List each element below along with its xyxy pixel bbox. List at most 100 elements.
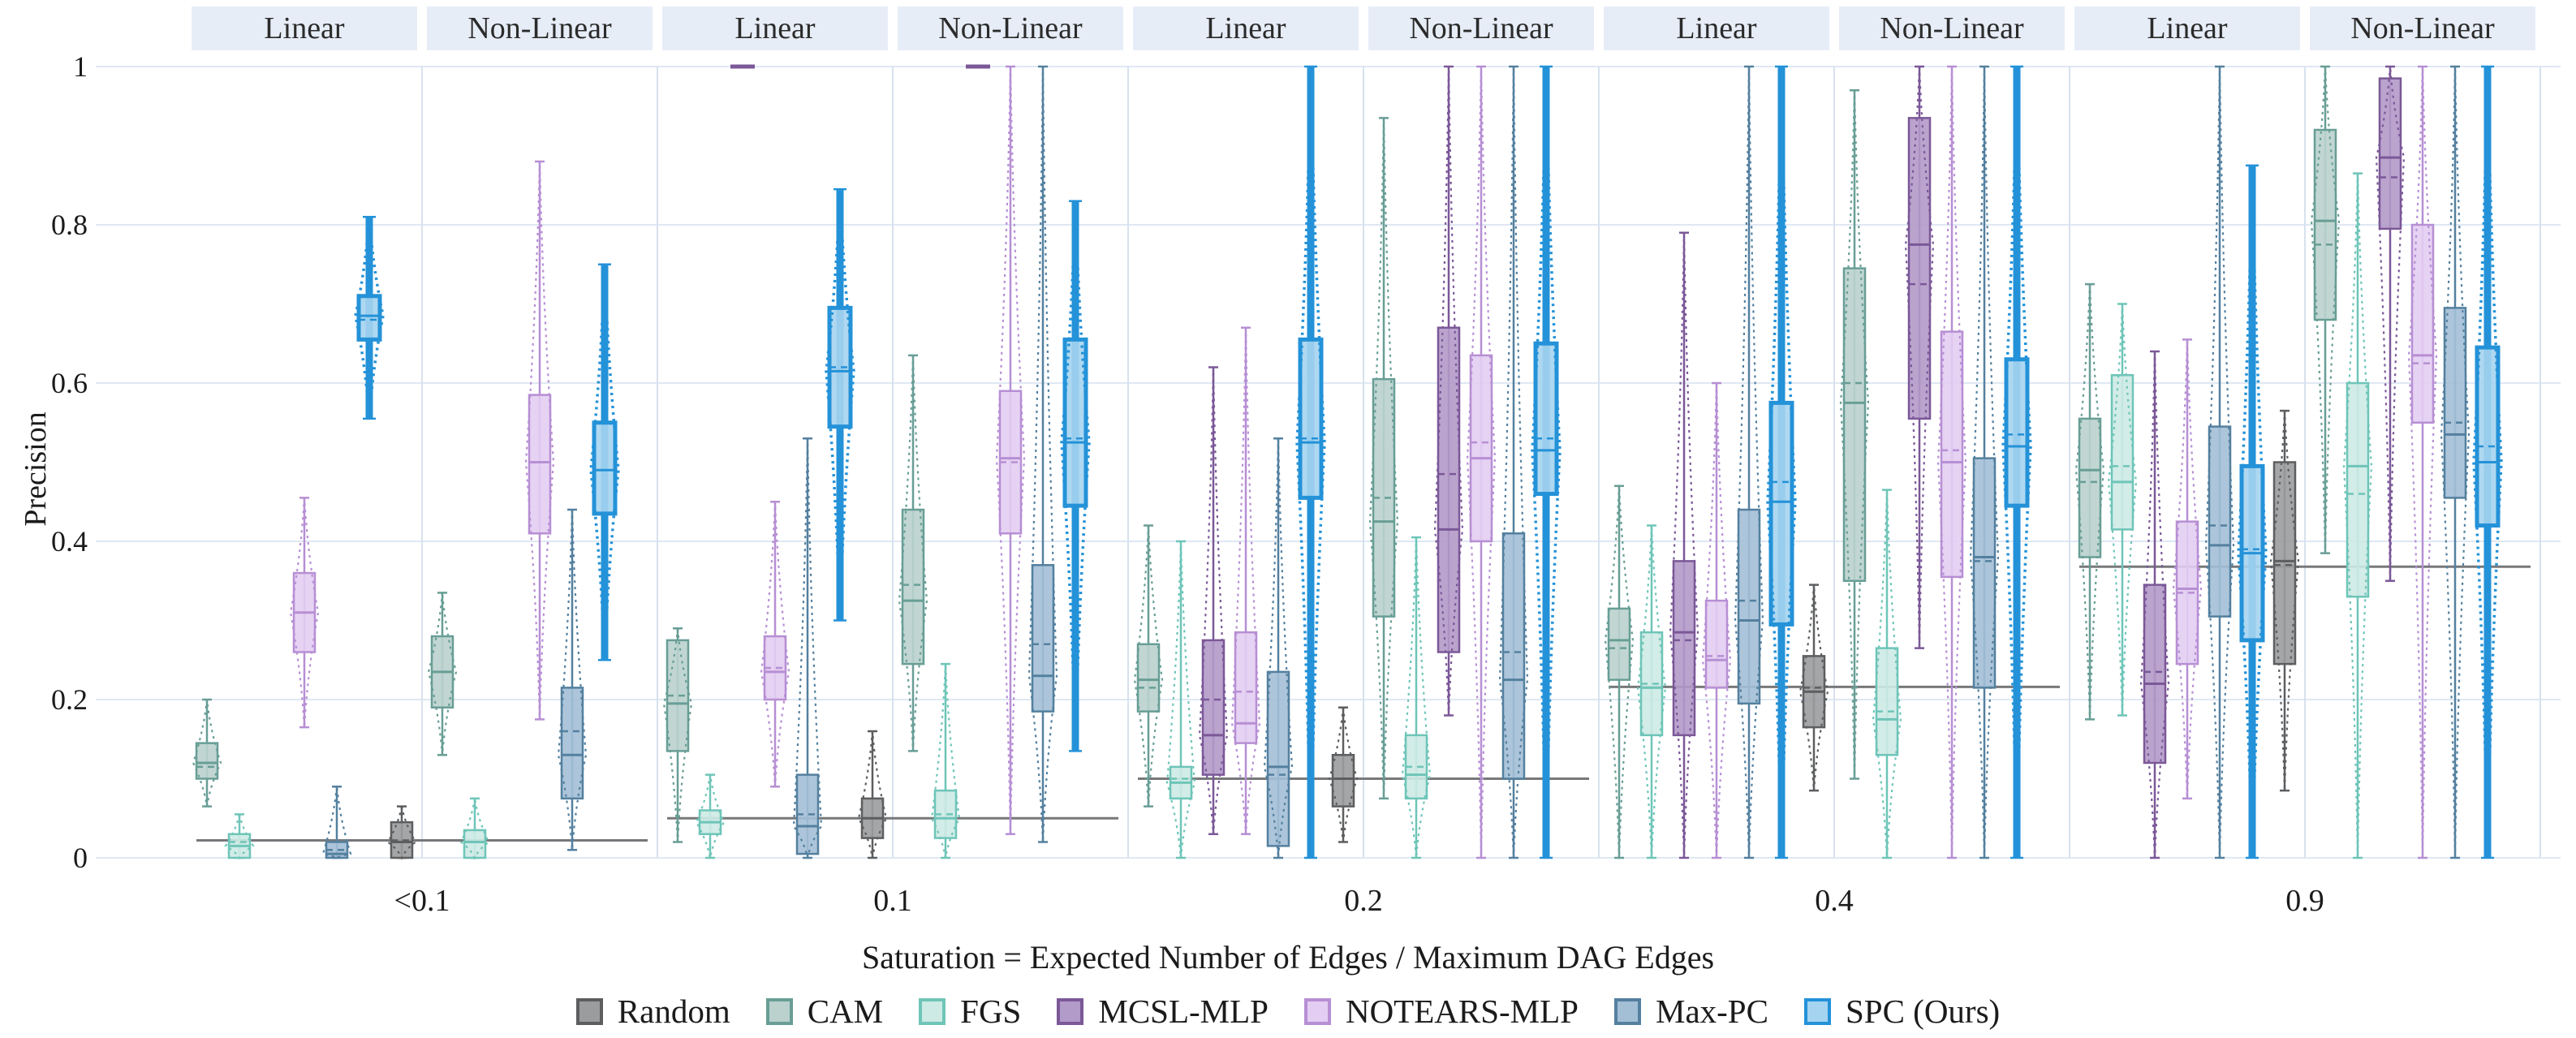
legend-swatch-Max-PC [1614, 997, 1641, 1025]
violin-outline-NOTEARS [2172, 339, 2203, 799]
box-SPC [1298, 337, 1324, 500]
facet-strip-label: Linear [264, 11, 345, 45]
violin-outline-MAXPC [1969, 66, 2000, 859]
violin-outline-SPC [1766, 66, 1797, 859]
x-tick-label-0.9: 0.9 [2285, 884, 2324, 918]
violin-outline-CAM [1368, 118, 1399, 799]
legend-item-MCSL-MLP: MCSL-MLP [1057, 992, 1269, 1031]
violin-outline-MAXPC [792, 438, 823, 859]
facet-strip-label: Non-Linear [1880, 11, 2024, 45]
facet-strip [898, 6, 1123, 50]
y-tick-label-0.2: 0.2 [51, 683, 88, 716]
x-tick-label-0.4: 0.4 [1815, 884, 1854, 918]
box-MAXPC [1031, 564, 1055, 713]
facet-strip [2310, 6, 2535, 50]
violin-outline-CAM [427, 592, 458, 756]
box-CAM [195, 742, 219, 780]
box-MAXPC [1266, 670, 1290, 847]
violin-outline-FGS [930, 664, 961, 859]
facet-strip-label: Linear [1205, 11, 1286, 45]
facet-strip-label: Non-Linear [2350, 11, 2495, 45]
violin-outline-NOTEARS [289, 497, 320, 728]
box-NOTEARS [528, 394, 552, 535]
violin-outline-SPC [589, 264, 620, 661]
legend-item-Random: Random [575, 992, 730, 1031]
violin-outline-MCSL [1433, 66, 1464, 716]
x-tick-label-0.1: 0.1 [873, 884, 912, 918]
violin-outline-FGS [1872, 489, 1902, 859]
box-FGS [2110, 374, 2134, 531]
violin-outline-CAM [1133, 525, 1164, 807]
box-SPC [592, 420, 618, 516]
violin-outline-MAXPC [1027, 66, 1058, 842]
facet-strip-label: Linear [1676, 11, 1757, 45]
x-axis-title: Saturation = Expected Number of Edges / … [861, 939, 1715, 976]
violin-outline-NOTEARS [760, 502, 790, 787]
legend-item-CAM: CAM [765, 992, 883, 1031]
violin-outline-SPC [1531, 66, 1562, 859]
x-tick-label-0.2: 0.2 [1344, 884, 1383, 918]
box-NOTEARS [1469, 354, 1493, 543]
y-tick-label-0.8: 0.8 [51, 209, 88, 241]
facet-strip-label: Non-Linear [938, 11, 1083, 45]
legend-item-Max-PC: Max-PC [1614, 992, 1768, 1031]
y-axis-title: Precision [19, 411, 53, 527]
violin-outline-MCSL [2375, 66, 2406, 581]
violin-outline-MCSL [2139, 351, 2170, 859]
box-SPC [1768, 400, 1794, 627]
violin-outline-RANDOM [857, 730, 888, 859]
box-MAXPC [2443, 307, 2467, 499]
violin-outline-SPC [354, 217, 385, 419]
violin-outline-FGS [1636, 525, 1667, 859]
violin-outline-RANDOM [1328, 707, 1359, 842]
violin-outline-CAM [1604, 485, 1635, 859]
violin-outline-FGS [1401, 537, 1432, 859]
y-tick-label-0.4: 0.4 [51, 525, 88, 558]
violin-outline-MAXPC [2204, 66, 2235, 859]
box-MAXPC [560, 687, 584, 800]
box-MCSL [1672, 560, 1696, 737]
legend-label: Max-PC [1656, 993, 1768, 1030]
violin-outline-CAM [2310, 66, 2341, 553]
facet-strip [1604, 6, 1829, 50]
y-tick-label-0.6: 0.6 [51, 367, 88, 399]
box-MAXPC [1972, 457, 1997, 689]
facet-strip-label: Linear [734, 11, 816, 45]
violin-outline-MAXPC [557, 509, 588, 851]
box-SPC [1062, 337, 1088, 508]
violin-outline-CAM [1839, 90, 1870, 779]
box-FGS [2346, 381, 2370, 598]
box-SPC [1533, 341, 1559, 496]
legend-swatch-Random [575, 997, 603, 1025]
box-SPC [356, 294, 382, 342]
legend-swatch-CAM [765, 997, 793, 1025]
facet-strip [1133, 6, 1359, 50]
facet-strip [1368, 6, 1594, 50]
box-RANDOM [1331, 754, 1355, 808]
legend-label: FGS [960, 993, 1022, 1030]
box-FGS [1875, 647, 1899, 756]
box-CAM [1136, 643, 1161, 713]
violin-outline-FGS [1165, 541, 1196, 859]
box-MAXPC [2208, 425, 2232, 618]
facet-strip [1839, 6, 2065, 50]
legend-item-NOTEARS-MLP: NOTEARS-MLP [1303, 992, 1579, 1031]
facet-strip-label: Linear [2147, 11, 2228, 45]
violin-outline-CAM [898, 355, 928, 752]
violin-outline-CAM [2074, 284, 2105, 720]
legend: Random CAM FGS MCSL-MLP NOTEARS-MLP Max-PC SPC… [0, 988, 2576, 1034]
legend-label: NOTEARS-MLP [1345, 993, 1579, 1030]
legend-item-SPC (Ours): SPC (Ours) [1803, 992, 2000, 1031]
violin-outline-NOTEARS [1230, 327, 1261, 834]
box-MCSL [1201, 639, 1226, 776]
box-CAM [1842, 267, 1867, 582]
violin-outline-MCSL [1198, 367, 1229, 834]
legend-swatch-FGS [919, 997, 946, 1025]
violin-outline-NOTEARS [524, 161, 555, 720]
legend-swatch-SPC (Ours) [1803, 997, 1831, 1025]
violin-outline-NOTEARS [995, 66, 1026, 834]
facet-strip [427, 6, 653, 50]
violin-outline-NOTEARS [1466, 66, 1497, 859]
